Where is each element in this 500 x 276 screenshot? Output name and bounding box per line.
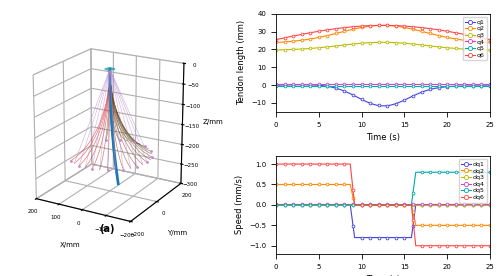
Y-axis label: Tendon length (mm): Tendon length (mm): [237, 20, 246, 105]
X-axis label: Time (s): Time (s): [366, 275, 400, 276]
Y-axis label: Speed (mm/s): Speed (mm/s): [234, 175, 244, 235]
X-axis label: X/mm: X/mm: [60, 242, 80, 248]
Legend: dq1, dq2, dq3, dq4, dq5, dq6: dq1, dq2, dq3, dq4, dq5, dq6: [458, 159, 487, 203]
Title: (a): (a): [100, 224, 115, 234]
Legend: q1, q2, q3, q4, q5, q6: q1, q2, q3, q4, q5, q6: [462, 17, 487, 60]
X-axis label: Time (s): Time (s): [366, 133, 400, 142]
Y-axis label: Y/mm: Y/mm: [168, 230, 188, 236]
